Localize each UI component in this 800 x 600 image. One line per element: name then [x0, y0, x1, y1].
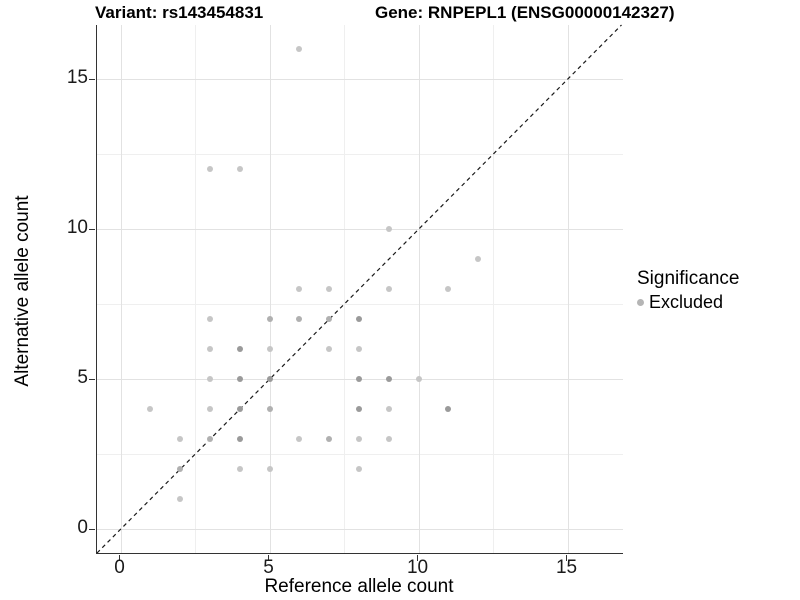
legend-title: Significance	[637, 268, 740, 289]
y-tick	[89, 228, 95, 231]
data-point	[266, 466, 273, 473]
data-point	[266, 406, 273, 413]
data-point	[385, 376, 392, 383]
data-point	[177, 466, 184, 473]
data-point	[206, 346, 213, 353]
x-tick-label: 0	[114, 557, 125, 578]
data-point	[385, 436, 392, 443]
plot-title-variant: Variant: rs143454831	[95, 3, 264, 22]
x-tick	[416, 555, 419, 561]
y-tick	[89, 78, 95, 81]
gridline	[97, 454, 623, 456]
data-point	[355, 436, 362, 443]
data-point	[296, 286, 303, 293]
data-point	[206, 376, 213, 383]
x-tick	[118, 555, 121, 561]
gridline	[97, 304, 623, 306]
data-point	[445, 406, 452, 413]
gridline	[344, 25, 346, 553]
plot-panel	[96, 24, 623, 554]
gridline	[493, 25, 495, 553]
data-point	[326, 436, 333, 443]
gridline	[97, 229, 623, 231]
data-point	[206, 436, 213, 443]
legend: Significance Excluded	[637, 268, 739, 313]
data-point	[385, 286, 392, 293]
data-point	[236, 346, 243, 353]
y-tick-label: 0	[77, 517, 88, 539]
data-point	[236, 436, 243, 443]
data-point	[266, 316, 273, 323]
legend-item-excluded: Excluded	[637, 292, 739, 313]
data-point	[206, 406, 213, 413]
identity-line-layer	[96, 24, 622, 554]
x-tick-label: 10	[406, 557, 429, 578]
gridline	[195, 25, 197, 553]
gridline	[97, 79, 623, 81]
data-point	[296, 436, 303, 443]
excluded-point-icon	[637, 299, 644, 306]
x-tick-label: 15	[555, 557, 578, 578]
x-tick-label: 5	[263, 557, 274, 578]
data-point	[475, 256, 482, 263]
y-tick-label: 15	[66, 67, 88, 89]
y-tick	[89, 378, 95, 381]
data-point	[385, 226, 392, 233]
gridline	[418, 25, 420, 553]
y-tick	[89, 528, 95, 531]
x-axis-title: Reference allele count	[264, 576, 454, 597]
data-point	[147, 406, 154, 413]
identity-dashed-line	[96, 24, 622, 554]
data-point	[355, 466, 362, 473]
gridline	[269, 25, 271, 553]
y-axis-title: Alternative allele count	[12, 195, 33, 387]
gridline	[97, 154, 623, 156]
x-tick	[267, 555, 270, 561]
data-point	[296, 46, 303, 53]
data-point	[236, 376, 243, 383]
data-point	[177, 496, 184, 503]
data-point	[266, 376, 273, 383]
data-point	[445, 286, 452, 293]
y-tick-label: 5	[77, 367, 88, 389]
plot-title-gene: Gene: RNPEPL1 (ENSG00000142327)	[375, 3, 675, 22]
gridline	[97, 529, 623, 531]
gridline	[120, 25, 122, 553]
data-point	[236, 466, 243, 473]
data-point	[206, 166, 213, 173]
data-point	[355, 316, 362, 323]
legend-item-label: Excluded	[649, 292, 724, 312]
data-point	[296, 316, 303, 323]
data-point	[355, 346, 362, 353]
data-point	[177, 436, 184, 443]
data-point	[236, 406, 243, 413]
data-point	[206, 316, 213, 323]
data-point	[385, 406, 392, 413]
x-tick	[565, 555, 568, 561]
data-point	[266, 346, 273, 353]
data-point	[326, 346, 333, 353]
y-tick-label: 10	[66, 217, 88, 239]
data-point	[326, 286, 333, 293]
data-point	[236, 166, 243, 173]
data-point	[326, 316, 333, 323]
data-point	[415, 376, 422, 383]
gridline	[567, 25, 569, 553]
data-point	[355, 406, 362, 413]
data-point	[355, 376, 362, 383]
